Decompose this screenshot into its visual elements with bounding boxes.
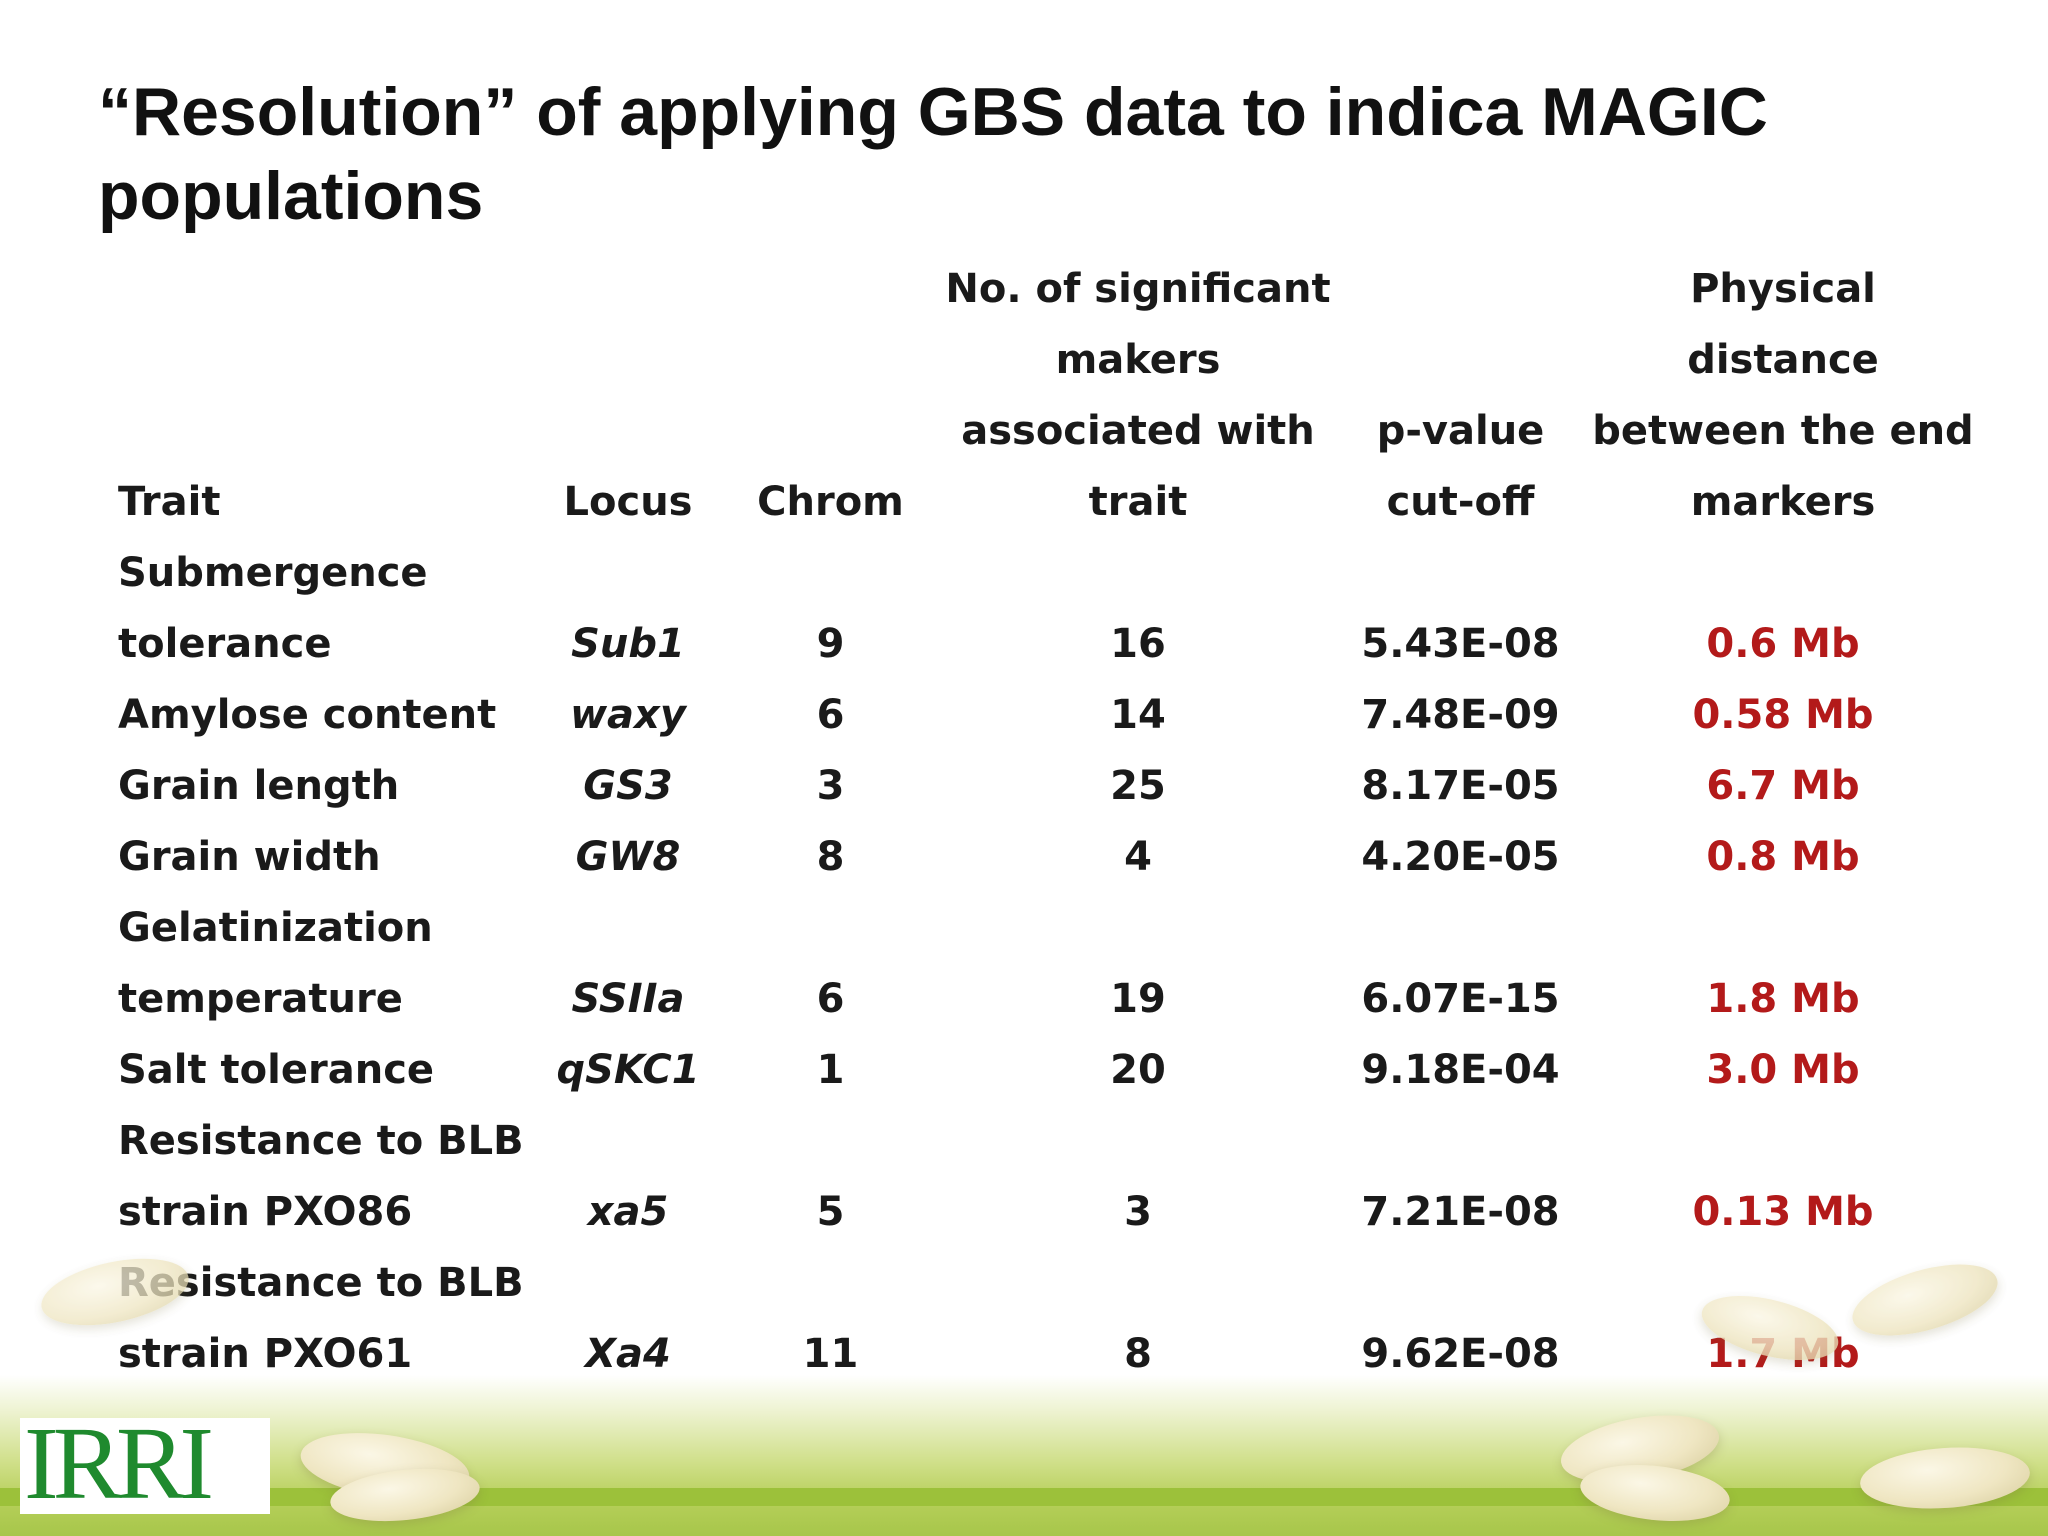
cell-trait: Submergence tolerance [118,550,428,667]
cell-markers: 20 [1110,1047,1166,1093]
cell-trait: Grain width [118,834,381,880]
cell-markers: 19 [1110,976,1166,1022]
cell-chrom: 8 [816,834,845,880]
cell-chrom: 6 [816,692,845,738]
cell-markers: 14 [1110,692,1166,738]
table-row: Grain width GW8 8 4 4.20E-05 0.8 Mb [110,822,1978,893]
cell-p-value: 5.43E-08 [1361,621,1560,667]
table-row: Grain length GS3 3 25 8.17E-05 6.7 Mb [110,751,1978,822]
cell-locus: GS3 [583,763,673,809]
table-row: Amylose content waxy 6 14 7.48E-09 0.58 … [110,680,1978,751]
cell-chrom: 3 [816,763,845,809]
header-p-value: p-value cut-off [1376,408,1545,525]
cell-trait: Grain length [118,763,400,809]
cell-p-value: 9.62E-08 [1361,1331,1560,1377]
cell-distance: 0.8 Mb [1706,834,1860,880]
slide-title: “Resolution” of applying GBS data to ind… [98,74,1768,234]
cell-chrom: 1 [816,1047,845,1093]
cell-locus: Xa4 [585,1331,671,1377]
cell-markers: 3 [1124,1189,1152,1235]
cell-chrom: 11 [802,1331,859,1377]
table-row: Salt tolerance qSKC1 1 20 9.18E-04 3.0 M… [110,1035,1978,1106]
cell-p-value: 8.17E-05 [1361,763,1560,809]
cell-p-value: 7.21E-08 [1361,1189,1560,1235]
table-row: Gelatinization temperature SSIIa 6 19 6.… [110,893,1978,1035]
header-trait: Trait [118,479,221,525]
header-locus: Locus [563,479,693,525]
table-row: Submergence tolerance Sub1 9 16 5.43E-08… [110,538,1978,680]
table-header-row: Trait Locus Chrom No. of significant mak… [110,254,1978,538]
cell-chrom: 9 [816,621,845,667]
cell-distance: 0.58 Mb [1692,692,1874,738]
cell-markers: 16 [1110,621,1166,667]
results-table: Trait Locus Chrom No. of significant mak… [110,254,1978,1390]
cell-markers: 25 [1110,763,1166,809]
cell-trait: Salt tolerance [118,1047,435,1093]
cell-chrom: 6 [816,976,845,1022]
cell-p-value: 4.20E-05 [1361,834,1560,880]
results-table-container: Trait Locus Chrom No. of significant mak… [110,254,1990,1390]
cell-locus: Sub1 [571,621,685,667]
cell-chrom: 5 [816,1189,845,1235]
cell-locus: xa5 [587,1189,669,1235]
header-chrom: Chrom [757,479,904,525]
cell-markers: 4 [1124,834,1152,880]
cell-markers: 8 [1124,1331,1152,1377]
footer-stripe [0,1488,2048,1506]
cell-locus: waxy [570,692,686,738]
cell-p-value: 7.48E-09 [1361,692,1560,738]
header-significant-markers: No. of significant makers associated wit… [945,266,1331,525]
cell-trait: Gelatinization temperature [118,905,433,1022]
cell-p-value: 9.18E-04 [1361,1047,1560,1093]
cell-distance: 3.0 Mb [1706,1047,1860,1093]
cell-p-value: 6.07E-15 [1361,976,1560,1022]
cell-distance: 0.13 Mb [1692,1189,1874,1235]
header-physical-distance: Physical distance between the end marker… [1592,266,1974,525]
cell-locus: GW8 [575,834,681,880]
cell-locus: qSKC1 [556,1047,700,1093]
cell-trait: Resistance to BLB strain PXO61 [118,1260,524,1377]
cell-distance: 6.7 Mb [1706,763,1860,809]
table-row: Resistance to BLB strain PXO86 xa5 5 3 7… [110,1106,1978,1248]
irri-logo: IRRI [24,1406,214,1521]
cell-trait: Amylose content [118,692,497,738]
cell-locus: SSIIa [571,976,685,1022]
cell-trait: Resistance to BLB strain PXO86 [118,1118,524,1235]
cell-distance: 0.6 Mb [1706,621,1860,667]
irri-logo-background [20,1418,270,1514]
table-row: Resistance to BLB strain PXO61 Xa4 11 8 … [110,1248,1978,1390]
cell-distance: 1.8 Mb [1706,976,1860,1022]
